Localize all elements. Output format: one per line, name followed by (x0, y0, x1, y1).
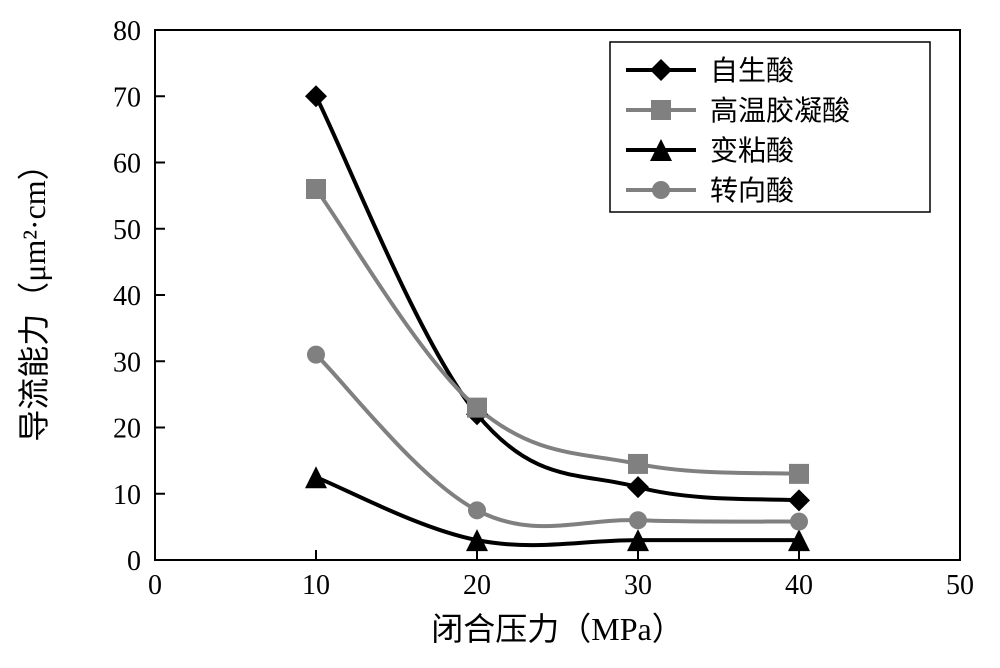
data-point (468, 501, 486, 519)
y-tick-label: 60 (113, 149, 141, 180)
line-chart: 0 10 20 30 40 50 0 10 20 30 40 50 60 70 80 闭合压力（MPa） 导流能… (0, 0, 1000, 668)
data-point (307, 346, 325, 364)
y-tick-label: 70 (113, 82, 141, 113)
y-tick-label: 50 (113, 215, 141, 246)
data-point (305, 466, 327, 488)
y-tick-label: 80 (113, 16, 141, 47)
data-point (790, 513, 808, 531)
data-point (788, 489, 810, 511)
series-line (316, 189, 799, 474)
y-tick-label: 20 (113, 414, 141, 445)
data-point (305, 85, 327, 107)
x-axis-title: 闭合压力（MPa） (431, 611, 683, 647)
series-line (316, 477, 799, 545)
x-tick-label: 30 (624, 570, 652, 601)
x-tick-label: 20 (463, 570, 491, 601)
x-tick-label: 0 (148, 570, 162, 601)
data-point (629, 511, 647, 529)
y-tick-label: 0 (127, 546, 141, 577)
data-point (628, 454, 648, 474)
legend-label: 变粘酸 (710, 135, 794, 167)
x-tick-label: 40 (785, 570, 813, 601)
x-tick-label: 50 (946, 570, 974, 601)
data-point (306, 179, 326, 199)
y-axis-title: 导流能力（μm²·cm） (16, 148, 52, 441)
x-tick-label: 10 (302, 570, 330, 601)
legend-label: 自生酸 (710, 55, 794, 87)
y-tick-label: 40 (113, 281, 141, 312)
chart-container: 0 10 20 30 40 50 0 10 20 30 40 50 60 70 80 闭合压力（MPa） 导流能… (0, 0, 1000, 668)
y-tick-label: 10 (113, 480, 141, 511)
y-tick-label: 30 (113, 347, 141, 378)
legend-label: 高温胶凝酸 (710, 95, 850, 127)
data-point (627, 476, 649, 498)
data-point (789, 464, 809, 484)
legend-label: 转向酸 (710, 175, 794, 207)
data-point (467, 398, 487, 418)
